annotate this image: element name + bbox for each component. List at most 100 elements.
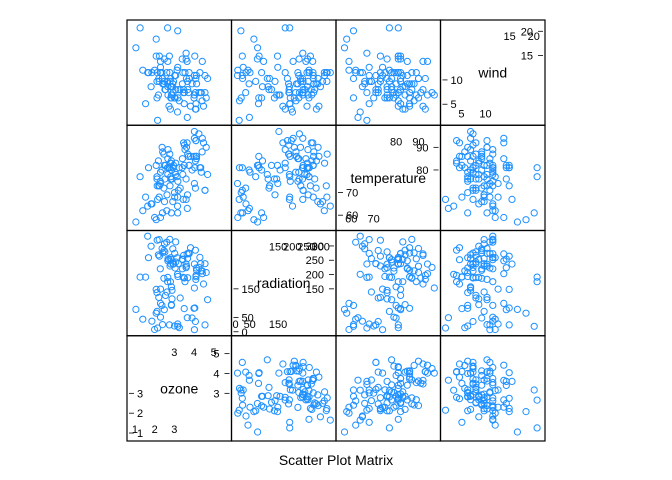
data-point <box>166 182 174 190</box>
data-point <box>169 245 177 253</box>
data-point <box>306 404 314 412</box>
data-point <box>505 182 513 190</box>
data-point <box>500 361 508 369</box>
panel-ozone-temperature <box>126 124 233 232</box>
data-point <box>275 91 283 99</box>
data-point <box>233 179 242 188</box>
tick-label: 200 <box>283 242 301 254</box>
data-point <box>254 218 262 226</box>
data-point <box>394 415 402 423</box>
tick-label: 3 <box>171 347 177 359</box>
tick-label: 0 <box>232 319 238 331</box>
data-point <box>288 108 297 116</box>
data-point <box>349 392 358 400</box>
data-point <box>494 193 502 201</box>
data-point <box>365 100 373 108</box>
data-point <box>167 157 175 165</box>
data-point <box>156 57 165 66</box>
data-point <box>464 357 472 365</box>
tick-label: 4 <box>213 368 219 380</box>
data-point <box>263 170 271 179</box>
data-point <box>299 161 307 169</box>
data-point <box>363 116 371 124</box>
tick-label: 90 <box>416 142 428 154</box>
data-point <box>500 403 508 411</box>
data-point <box>467 284 475 292</box>
data-point <box>478 266 486 274</box>
data-point <box>303 102 311 110</box>
data-point <box>410 249 418 257</box>
data-point <box>394 381 402 389</box>
data-point <box>258 83 267 91</box>
data-point <box>397 399 405 408</box>
data-point <box>323 394 331 402</box>
data-point <box>394 89 402 97</box>
data-point <box>136 24 144 32</box>
data-point <box>285 150 293 158</box>
data-point <box>153 236 161 244</box>
data-point <box>401 83 409 91</box>
data-point <box>192 74 200 83</box>
x-axis-label: Scatter Plot Matrix <box>279 452 393 468</box>
data-point <box>255 369 263 377</box>
data-point <box>245 80 253 88</box>
data-point <box>365 418 373 426</box>
data-point <box>314 198 322 206</box>
data-point <box>508 260 516 268</box>
data-point <box>296 143 305 151</box>
data-point <box>363 49 371 57</box>
data-point <box>458 152 466 160</box>
data-point <box>309 389 317 397</box>
panel-ozone-radiation <box>126 229 233 337</box>
data-point <box>158 244 166 253</box>
data-point <box>385 407 393 415</box>
data-point <box>458 418 466 426</box>
data-point <box>192 271 200 279</box>
data-point <box>235 195 243 203</box>
data-point <box>502 175 510 183</box>
data-point <box>533 424 541 432</box>
data-point <box>483 293 491 301</box>
tick-label: 0 <box>242 327 248 339</box>
data-point <box>502 164 510 172</box>
data-point <box>522 309 530 317</box>
data-point <box>486 193 494 201</box>
data-point <box>183 113 191 122</box>
data-point <box>502 306 510 314</box>
data-point <box>175 164 183 172</box>
panel-radiation-radiation: radiation0050501501501501502002002502503… <box>230 229 337 339</box>
data-point <box>469 141 477 149</box>
data-point <box>458 305 466 313</box>
data-point <box>349 386 358 394</box>
data-point <box>461 148 469 156</box>
data-point <box>160 150 168 158</box>
data-point <box>408 86 416 94</box>
data-point <box>169 260 178 268</box>
data-point <box>164 24 172 32</box>
data-point <box>533 278 541 286</box>
data-point <box>363 377 371 385</box>
data-point <box>260 57 268 66</box>
data-point <box>472 186 480 194</box>
data-point <box>152 52 160 60</box>
data-point <box>239 74 247 83</box>
data-point <box>394 384 402 392</box>
data-point <box>441 324 450 332</box>
data-point <box>363 324 371 332</box>
data-point <box>358 69 366 77</box>
data-point <box>491 207 499 215</box>
data-point <box>160 274 168 282</box>
data-point <box>372 385 380 393</box>
data-point <box>315 102 323 110</box>
data-point <box>513 428 522 436</box>
data-point <box>455 360 464 368</box>
data-point <box>144 69 153 77</box>
data-point <box>295 377 303 385</box>
data-point <box>176 294 184 302</box>
data-point <box>156 177 164 185</box>
data-point <box>195 263 203 271</box>
data-point <box>464 254 472 262</box>
data-point <box>245 204 253 212</box>
data-point <box>361 399 369 407</box>
panel-temperature-wind <box>335 19 442 126</box>
